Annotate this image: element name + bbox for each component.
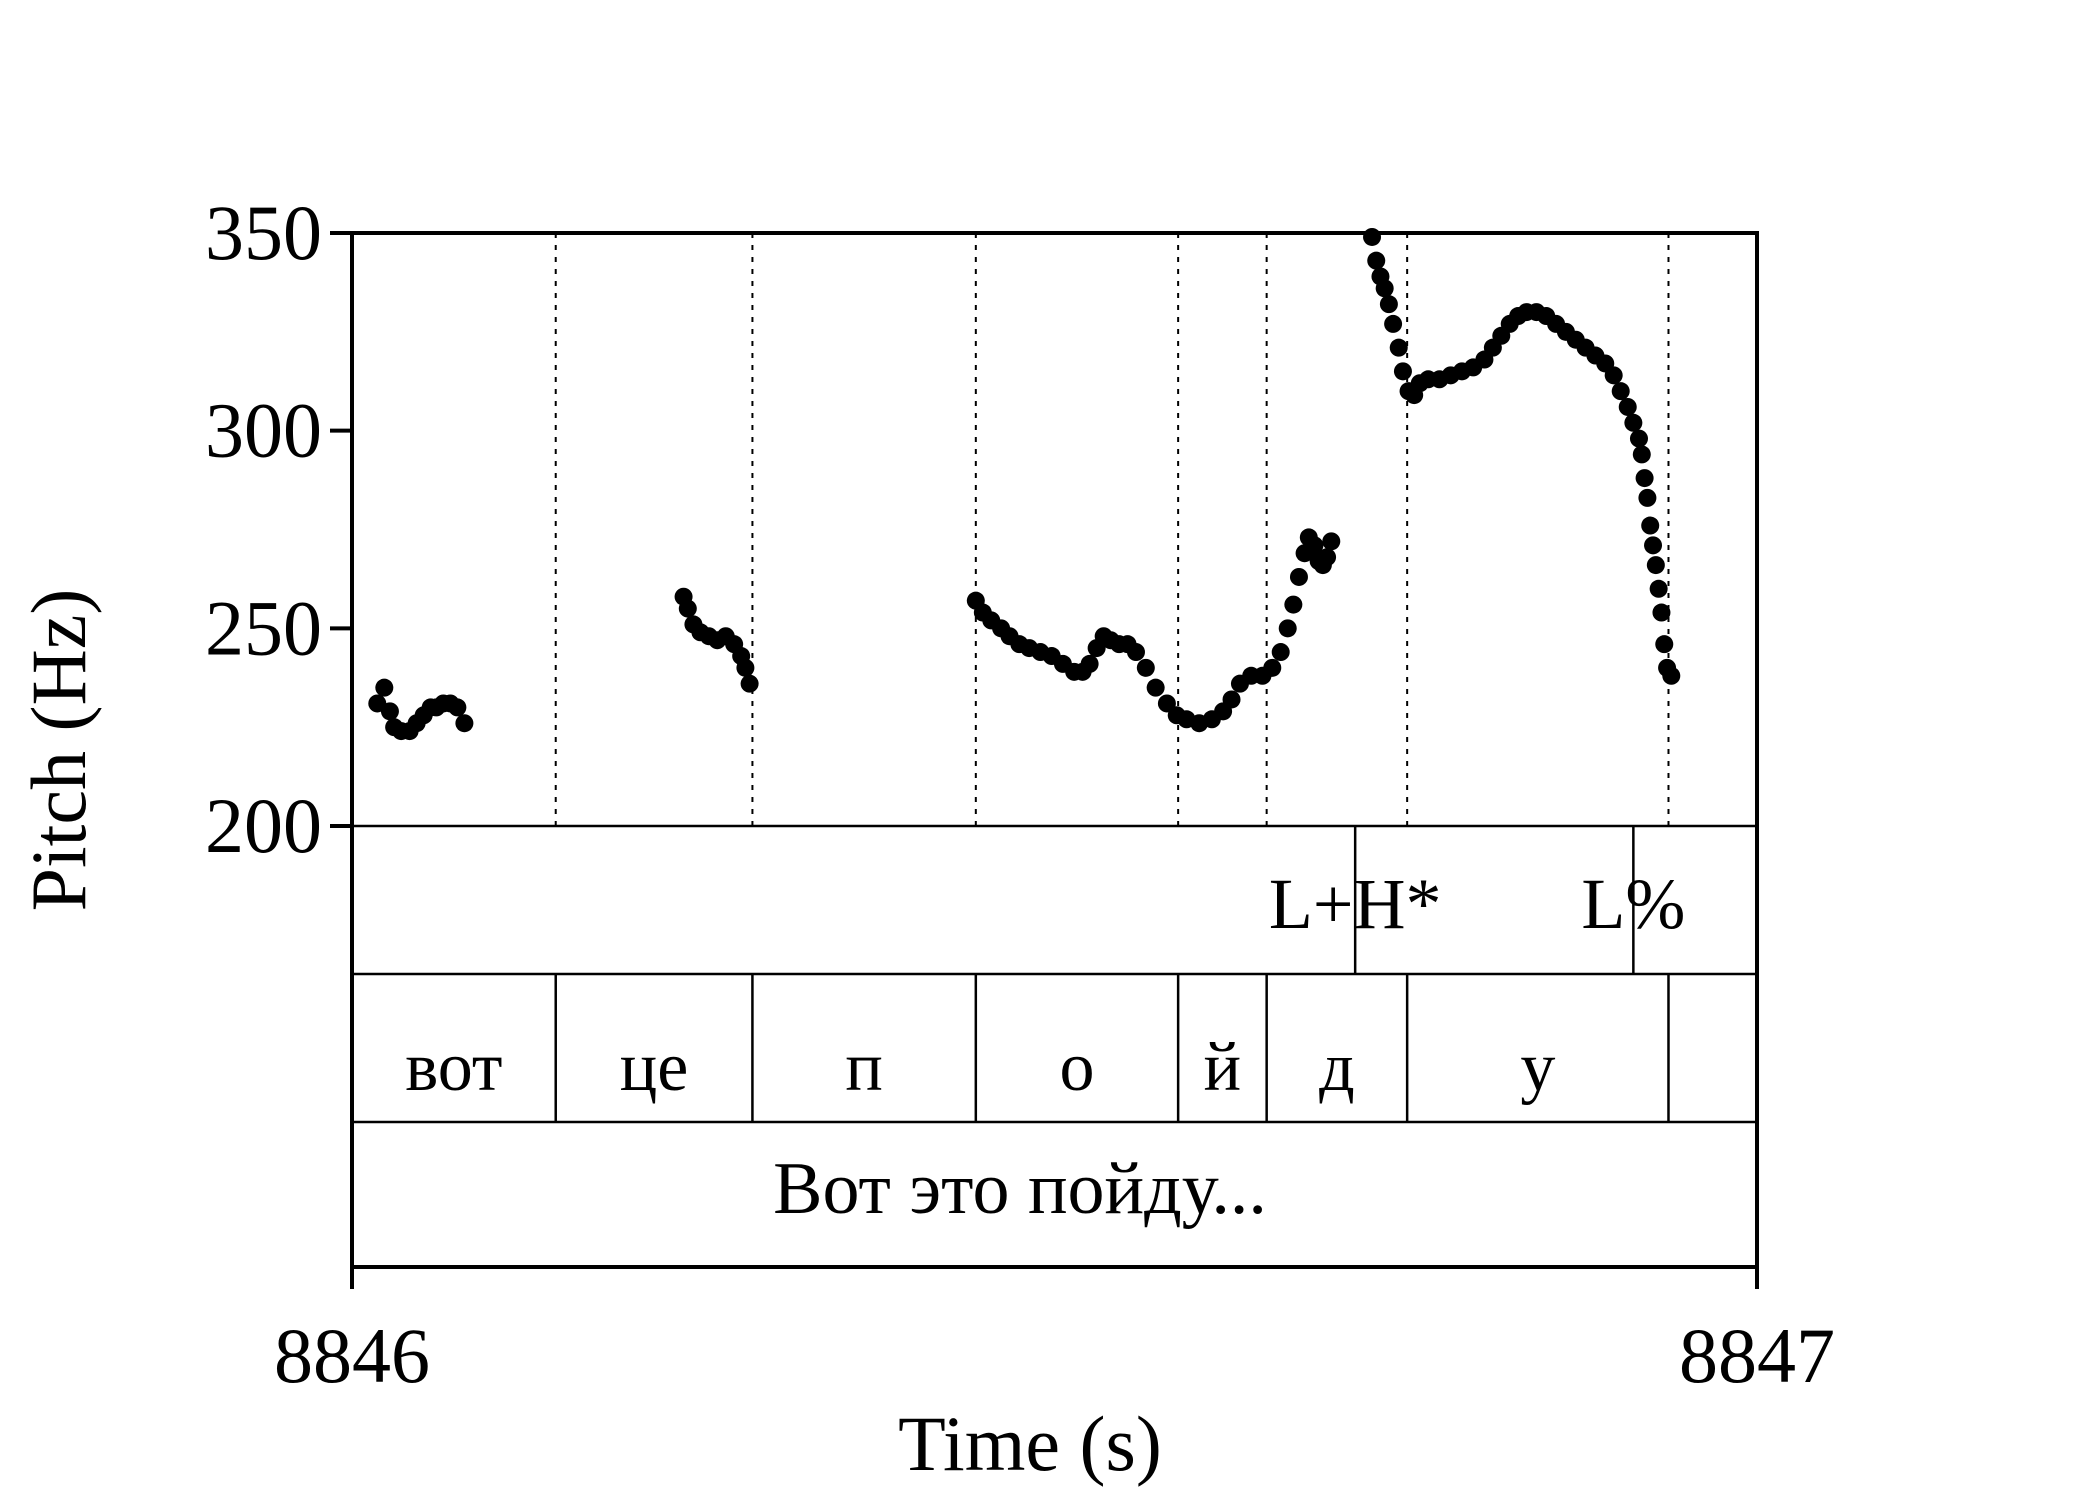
pitch-point: [1271, 643, 1290, 662]
pitch-point: [740, 674, 759, 693]
y-tick-label: 200: [205, 782, 322, 869]
x-axis-ticks: 8846 8847: [274, 1267, 1835, 1399]
annotation-tiers: [350, 231, 1759, 1269]
segment-label: вот: [405, 1029, 502, 1106]
pitch-point: [1638, 488, 1657, 507]
pitch-point: [1649, 579, 1668, 598]
plot-frame: [350, 231, 1759, 1269]
pitch-point: [1632, 445, 1651, 464]
y-tick-label: 250: [205, 584, 322, 671]
pitch-point: [1662, 666, 1681, 685]
pitch-point: [1375, 279, 1394, 298]
pitch-point: [1644, 536, 1663, 555]
pitch-point: [1629, 429, 1648, 448]
x-tick-label: 8846: [274, 1312, 430, 1399]
pitch-point: [1652, 603, 1671, 622]
pitch-point: [1157, 694, 1176, 713]
pitch-point: [1318, 548, 1337, 567]
segment-boundaries: [554, 233, 1670, 1122]
pitch-point: [1641, 516, 1660, 535]
pitch-point: [1146, 678, 1165, 697]
pitch-point: [678, 599, 697, 618]
pitch-point: [1278, 619, 1297, 638]
segment-label: це: [620, 1029, 689, 1106]
pitch-point: [1604, 366, 1623, 385]
pitch-points: [368, 227, 1681, 741]
y-axis-ticks: 200 250 300 350: [205, 189, 352, 869]
pitch-point: [1080, 654, 1099, 673]
pitch-point: [1384, 314, 1403, 333]
y-tick-label: 350: [205, 189, 322, 276]
pitch-point: [375, 678, 394, 697]
pitch-point: [1393, 362, 1412, 381]
x-tick-label: 8847: [1679, 1312, 1835, 1399]
x-axis-label: Time (s): [898, 1400, 1162, 1487]
pitch-point: [736, 658, 755, 677]
pitch-point: [1136, 658, 1155, 677]
y-tick-label: 300: [205, 387, 322, 474]
tone-label: L%: [1581, 864, 1685, 944]
pitch-point: [1289, 567, 1308, 586]
pitch-point: [1305, 536, 1324, 555]
tone-labels: L+H* L%: [1269, 864, 1685, 944]
segment-label: й: [1204, 1029, 1241, 1106]
pitch-point: [1367, 251, 1386, 270]
segment-labels: вот це п о й д у: [405, 1029, 1555, 1106]
pitch-point: [1635, 469, 1654, 488]
pitch-point: [1624, 413, 1643, 432]
pitch-point: [448, 698, 467, 717]
pitch-point: [1126, 643, 1145, 662]
pitch-point: [1322, 532, 1341, 551]
pitch-point: [1646, 556, 1665, 575]
pitch-point: [455, 714, 474, 733]
pitch-point: [1379, 295, 1398, 314]
pitch-point: [1389, 338, 1408, 357]
segment-label: о: [1059, 1029, 1094, 1106]
pitch-point: [1363, 227, 1382, 246]
pitch-point: [1611, 382, 1630, 401]
segment-label: у: [1520, 1029, 1555, 1106]
y-axis-label: Pitch (Hz): [15, 589, 102, 912]
sentence-label: Вот это пойду...: [773, 1148, 1267, 1230]
pitch-point: [1655, 635, 1674, 654]
pitch-point: [1618, 397, 1637, 416]
pitch-point: [1284, 595, 1303, 614]
segment-label: п: [845, 1029, 882, 1106]
segment-label: д: [1319, 1029, 1355, 1106]
tone-label: L+H*: [1269, 864, 1442, 944]
pitch-point: [1222, 690, 1241, 709]
pitch-point: [380, 702, 399, 721]
pitch-point: [1263, 658, 1282, 677]
